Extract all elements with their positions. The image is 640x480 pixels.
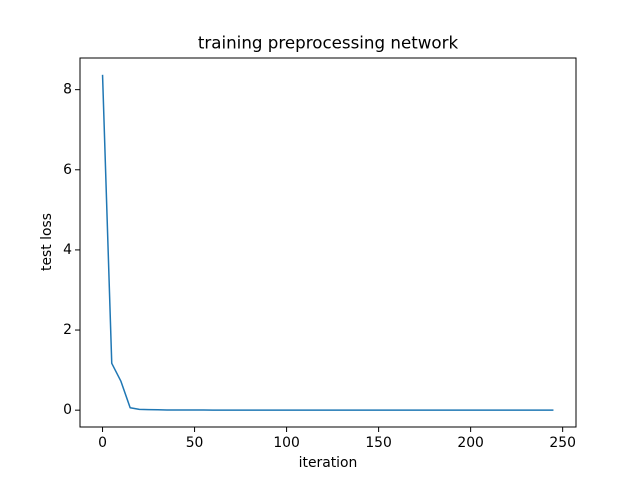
x-tick-label: 0 xyxy=(98,435,107,451)
x-tick-label: 50 xyxy=(186,435,204,451)
y-tick-label: 0 xyxy=(63,402,72,418)
y-tick-label: 6 xyxy=(63,162,72,178)
chart-title: training preprocessing network xyxy=(198,33,459,53)
y-tick-label: 2 xyxy=(63,322,72,338)
y-axis-label: test loss xyxy=(39,213,55,271)
x-tick-label: 250 xyxy=(549,435,576,451)
plot-frame xyxy=(79,57,577,428)
y-tick-label: 8 xyxy=(63,82,72,98)
x-tick-label: 100 xyxy=(273,435,300,451)
x-axis-label: iteration xyxy=(299,455,358,471)
data-line xyxy=(101,74,554,411)
y-tick-label: 4 xyxy=(63,242,72,258)
x-tick-label: 200 xyxy=(457,435,484,451)
x-tick-label: 150 xyxy=(365,435,392,451)
